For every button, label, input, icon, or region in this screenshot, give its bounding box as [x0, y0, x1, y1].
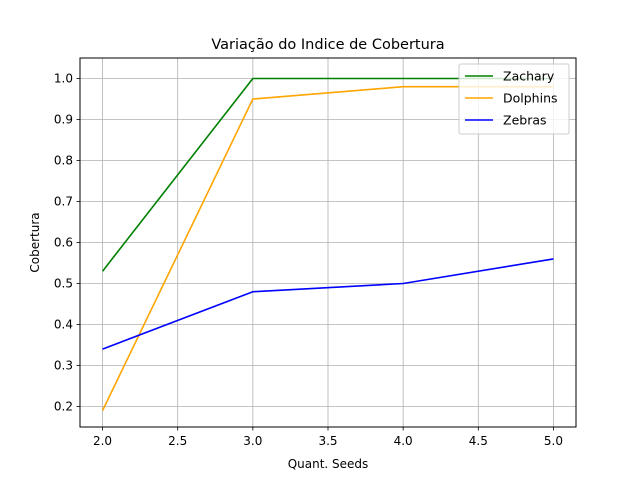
- legend-label: Zebras: [503, 113, 547, 128]
- x-tick-label: 2.0: [93, 434, 112, 448]
- series-line-zebras: [102, 258, 554, 350]
- legend-label: Dolphins: [503, 91, 558, 106]
- legend-label: Zachary: [503, 69, 555, 84]
- legend-box: [458, 63, 570, 135]
- y-tick-label: 1.0: [54, 72, 73, 86]
- x-tick-label: 2.5: [168, 434, 187, 448]
- x-tick-label: 3.5: [318, 434, 337, 448]
- y-tick-label: 0.2: [54, 400, 73, 414]
- y-tick-label: 0.4: [54, 318, 73, 332]
- y-tick-label: 0.7: [54, 195, 73, 209]
- axis-ticks: 2.0 2.5 3.0 3.5 4.0 4.5 5.0 0.2 0.3 0.4 0.5 0.6 0.7 0…: [54, 72, 563, 449]
- y-tick-label: 0.9: [54, 113, 73, 127]
- x-tick-label: 5.0: [544, 434, 563, 448]
- chart-title: Variação do Indice de Cobertura: [211, 37, 444, 53]
- y-tick-label: 0.6: [54, 236, 73, 250]
- y-tick-label: 0.8: [54, 154, 73, 168]
- legend-items: Zachary Dolphins Zebras: [465, 69, 558, 128]
- x-tick-label: 3.0: [243, 434, 262, 448]
- x-axis-label: Quant. Seeds: [288, 457, 369, 471]
- y-tick-label: 0.5: [54, 277, 73, 291]
- legend: Zachary Dolphins Zebras: [458, 63, 570, 135]
- x-tick-label: 4.5: [469, 434, 488, 448]
- y-tick-label: 0.3: [54, 359, 73, 373]
- y-axis-label: Cobertura: [28, 212, 42, 272]
- grid: [80, 58, 576, 427]
- x-tick-label: 4.0: [394, 434, 413, 448]
